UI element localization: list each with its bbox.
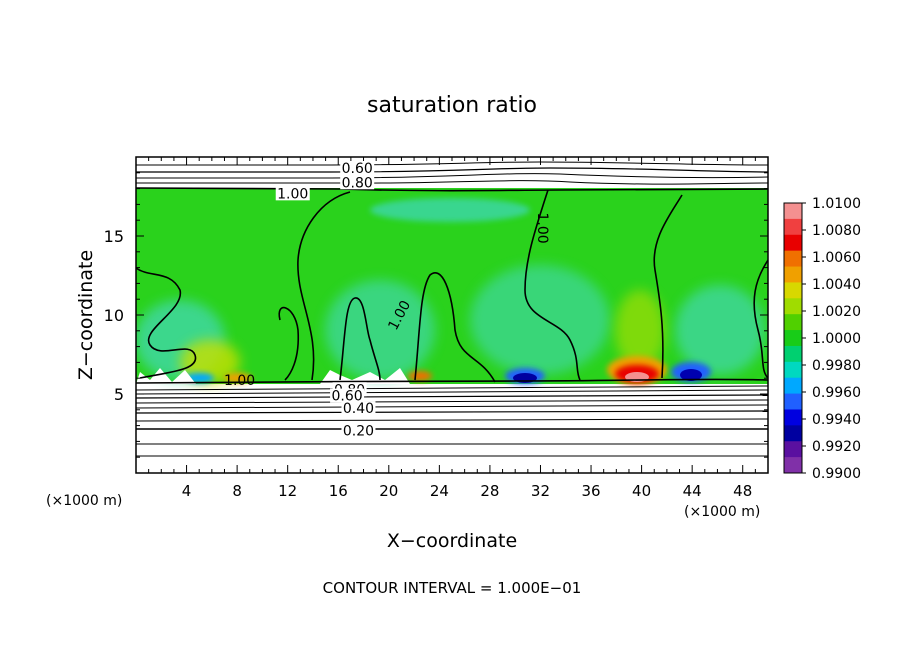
warm-anomaly (408, 371, 432, 381)
cold-anomaly (680, 369, 702, 381)
cyan-region (370, 198, 530, 222)
colorbar-swatch (784, 218, 802, 236)
x-unit-right: (×1000 m) (684, 504, 760, 520)
y-axis-label: Z−coordinate (75, 250, 97, 380)
contour-line (297, 191, 351, 381)
contour-label: 0.40 (343, 401, 374, 417)
x-axis-ticks: 4 8 12 16 20 24 28 32 36 40 44 48 (148, 157, 756, 500)
x-tick-label: 8 (232, 482, 242, 500)
colorbar-swatch (784, 425, 802, 442)
cyan-region (470, 265, 610, 375)
contour-line (136, 267, 197, 379)
contour-line (136, 410, 768, 414)
colorbar-label: 1.0100 (812, 196, 861, 212)
colorbar-label: 1.0040 (812, 277, 861, 293)
contour-line (136, 173, 768, 179)
contour-line (136, 418, 768, 422)
yellow-region (180, 340, 240, 384)
colorbar-labels: 1.0100 1.0080 1.0060 1.0040 1.0020 1.0000 0.99… (802, 196, 861, 482)
contour-label: 1.00 (224, 373, 255, 389)
colorbar-swatch (784, 409, 802, 426)
plot-area (136, 157, 768, 473)
cloud-base-edge (320, 368, 410, 384)
colorbar-swatch (784, 457, 802, 474)
contour-label-bg (341, 423, 376, 438)
contour-line (414, 272, 496, 383)
colorbar-label: 0.9960 (812, 385, 861, 401)
x-tick-label: 24 (430, 482, 449, 500)
colorbar-swatch (784, 298, 802, 315)
chart-title: saturation ratio (367, 93, 537, 118)
x-tick-label: 16 (329, 482, 348, 500)
contour-label-bg (330, 388, 365, 403)
contour-line (524, 189, 581, 381)
contour-labels: 0.600.801.001.001.001.000.800.600.400.20 (224, 161, 550, 439)
colorbar-swatch (784, 361, 802, 379)
contour-line (653, 194, 683, 379)
contour-line (136, 180, 768, 185)
contour-label-bg (340, 161, 375, 176)
x-tick-label: 48 (733, 482, 752, 500)
colorbar-swatch (784, 377, 802, 395)
contour-label-bg (275, 186, 310, 201)
x-tick-label: 40 (632, 482, 651, 500)
x-unit-left: (×1000 m) (46, 493, 122, 509)
colorbar-label: 1.0020 (812, 304, 861, 320)
contour-label-bg (340, 175, 375, 190)
contour-interval-note: CONTOUR INTERVAL = 1.000E−01 (323, 579, 582, 597)
contour-line (136, 378, 768, 384)
y-tick-label: 10 (104, 306, 124, 325)
colorbar-swatch (784, 314, 802, 331)
colorbar-label: 0.9980 (812, 358, 861, 374)
colorbar-swatch (784, 266, 802, 283)
colorbar-swatch (784, 330, 802, 347)
heatmap-anomalies (136, 198, 765, 384)
contour-line (753, 259, 768, 379)
x-tick-label: 44 (683, 482, 702, 500)
colorbar (783, 202, 803, 474)
contour-line (136, 167, 768, 173)
colorbar-swatch (784, 250, 802, 268)
x-tick-label: 20 (379, 482, 398, 500)
colorbar-swatch (784, 441, 802, 458)
x-tick-label: 12 (278, 482, 297, 500)
colorbar-label: 0.9900 (812, 466, 861, 482)
colorbar-swatch (784, 345, 802, 363)
contour-label: 0.20 (343, 423, 374, 439)
y-tick-label: 15 (104, 227, 124, 246)
colorbar-label: 0.9940 (812, 412, 861, 428)
y-axis-ticks: 5 10 15 (104, 172, 768, 458)
yellow-region (615, 290, 665, 370)
x-tick-label: 32 (531, 482, 550, 500)
contour-label: 0.60 (332, 389, 363, 405)
contour-label: 1.00 (534, 213, 550, 244)
colorbar-swatch (784, 234, 802, 252)
x-tick-label: 4 (182, 482, 192, 500)
contour-label-bg (341, 401, 376, 416)
contour-line (339, 297, 381, 381)
contour-label: 0.60 (342, 161, 373, 177)
cyan-region (325, 280, 435, 380)
warm-anomaly (224, 373, 252, 383)
cloud-base-edge (136, 368, 196, 384)
colorbar-label: 1.0060 (812, 250, 861, 266)
y-tick-label: 5 (114, 385, 124, 404)
colorbar-label: 1.0000 (812, 331, 861, 347)
colorbar-label: 0.9920 (812, 439, 861, 455)
cyan-region (675, 285, 765, 375)
colorbar-swatch (784, 282, 802, 299)
contour-line (136, 187, 768, 192)
contour-line (278, 306, 300, 381)
colorbar-swatch (784, 393, 802, 410)
contour-label: 0.80 (342, 175, 373, 191)
colorbar-swatch (784, 203, 802, 220)
x-axis-label: X−coordinate (387, 530, 517, 552)
x-tick-label: 36 (581, 482, 600, 500)
colorbar-label: 1.0080 (812, 223, 861, 239)
x-tick-label: 28 (480, 482, 499, 500)
contour-label: 1.00 (277, 186, 308, 202)
